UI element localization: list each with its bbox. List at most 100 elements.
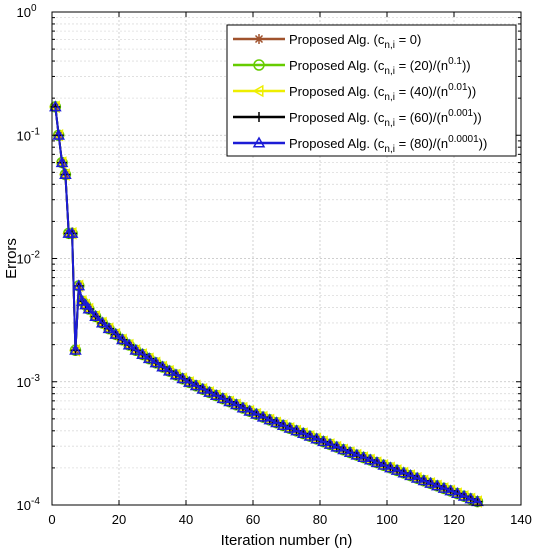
marker-triangle-up xyxy=(243,404,256,416)
marker-triangle-up xyxy=(444,484,457,496)
x-tick-label: 140 xyxy=(510,512,532,527)
marker-triangle-up xyxy=(102,322,116,334)
legend-label: Proposed Alg. (cn,i = (20)/(n0.1)) xyxy=(289,56,471,77)
marker-triangle-up xyxy=(430,479,444,491)
legend-label-part: )) xyxy=(468,84,477,99)
legend-label-part: Proposed Alg. (c xyxy=(289,58,385,73)
y-tick-exponent: -4 xyxy=(31,496,40,507)
series-lines xyxy=(48,100,484,508)
y-tick-exponent: 0 xyxy=(31,3,37,14)
marker-triangle-up xyxy=(49,100,62,112)
axis-ticks xyxy=(51,11,522,506)
marker-triangle-up xyxy=(350,448,364,460)
marker-triangle-up xyxy=(384,461,397,473)
legend-label-part: n,i xyxy=(384,144,395,155)
y-tick-label: 10 xyxy=(17,5,31,20)
marker-triangle-up xyxy=(109,327,122,339)
x-tick-label: 40 xyxy=(179,512,193,527)
y-axis-label: Errors xyxy=(3,238,20,279)
legend-entry-2: Proposed Alg. (cn,i = (20)/(n0.1)) xyxy=(233,56,471,77)
marker-triangle-up xyxy=(252,136,266,148)
marker-triangle-up xyxy=(203,385,216,397)
marker-triangle-up xyxy=(176,372,189,384)
legend-label-part: = (40)/(n xyxy=(395,84,448,99)
y-tick-label: 10 xyxy=(17,375,31,390)
y-tick-exponent: -1 xyxy=(31,126,40,137)
marker-triangle-up xyxy=(183,375,196,387)
marker-triangle-up xyxy=(142,352,156,364)
marker-triangle-up xyxy=(317,435,330,447)
legend-entry-1: Proposed Alg. (cn,i = 0) xyxy=(233,32,421,51)
marker-star xyxy=(254,34,264,44)
marker-triangle-up xyxy=(169,368,183,380)
marker-triangle-up xyxy=(397,466,411,478)
marker-triangle-up xyxy=(216,392,230,404)
marker-triangle-up xyxy=(323,437,337,449)
legend-label-part: )) xyxy=(462,58,471,73)
legend-label-part: 0.1 xyxy=(448,56,462,67)
marker-triangle-up xyxy=(451,487,464,499)
x-tick-labels: 0 20 40 60 80 100 120 140 xyxy=(48,512,531,527)
y-tick-label: 10 xyxy=(17,128,31,143)
marker-triangle-up xyxy=(236,401,250,413)
x-tick-label: 120 xyxy=(443,512,465,527)
x-tick-label: 60 xyxy=(246,512,260,527)
marker-triangle-up xyxy=(223,395,236,407)
marker-triangle-up xyxy=(52,128,65,140)
marker-triangle-up xyxy=(65,226,79,238)
marker-triangle-left xyxy=(252,84,264,98)
marker-triangle-up xyxy=(229,398,243,410)
legend-entry-4: Proposed Alg. (cn,i = (60)/(n0.001)) xyxy=(233,108,482,129)
legend-label-part: = (20)/(n xyxy=(395,58,448,73)
y-tick-exponent: -2 xyxy=(31,250,40,261)
marker-triangle-up xyxy=(390,463,404,475)
marker-triangle-up xyxy=(256,410,270,422)
y-tick-label: 10 xyxy=(17,498,31,513)
marker-plus xyxy=(254,112,264,122)
marker-triangle-up xyxy=(89,309,102,321)
legend-label-part: = (60)/(n xyxy=(395,110,448,125)
legend-label: Proposed Alg. (cn,i = (80)/(n0.0001)) xyxy=(289,134,487,155)
marker-triangle-up xyxy=(263,413,277,425)
marker-triangle-up xyxy=(250,407,263,419)
marker-triangle-up xyxy=(69,343,82,355)
x-axis-label: Iteration number (n) xyxy=(221,532,353,549)
marker-triangle-up xyxy=(337,443,350,455)
marker-triangle-up xyxy=(437,481,451,493)
marker-triangle-up xyxy=(189,379,203,391)
legend-label-part: n,i xyxy=(384,40,395,51)
legend-label-part: 0.0001 xyxy=(448,134,479,145)
x-tick-label: 20 xyxy=(112,512,126,527)
marker-triangle-up xyxy=(116,333,129,345)
marker-triangle-up xyxy=(370,456,384,468)
marker-triangle-up xyxy=(457,489,471,501)
marker-triangle-up xyxy=(209,389,223,401)
legend: Proposed Alg. (cn,i = 0)Proposed Alg. (c… xyxy=(226,24,517,157)
marker-triangle-up xyxy=(410,471,424,483)
series-line xyxy=(54,106,482,504)
y-tick-exponent: -3 xyxy=(31,373,40,384)
marker-triangle-up xyxy=(55,156,69,168)
legend-label-part: )) xyxy=(479,136,488,151)
legend-label-part: = 0) xyxy=(395,32,421,47)
legend-label: Proposed Alg. (cn,i = (40)/(n0.01)) xyxy=(289,82,476,103)
marker-triangle-up xyxy=(377,458,390,470)
marker-triangle-up xyxy=(149,356,163,368)
legend-label-part: Proposed Alg. (c xyxy=(289,136,385,151)
legend-entry-3: Proposed Alg. (cn,i = (40)/(n0.01)) xyxy=(233,82,476,103)
legend-label-part: n,i xyxy=(384,118,395,129)
marker-triangle-up xyxy=(303,429,317,441)
marker-triangle-up xyxy=(95,316,109,328)
marker-triangle-up xyxy=(310,432,323,444)
legend-label-part: Proposed Alg. (c xyxy=(289,32,385,47)
marker-triangle-up xyxy=(283,421,297,433)
x-tick-label: 0 xyxy=(48,512,55,527)
marker-triangle-up xyxy=(276,419,290,431)
legend-entry-5: Proposed Alg. (cn,i = (80)/(n0.0001)) xyxy=(233,134,487,155)
y-tick-label: 10 xyxy=(17,252,31,267)
marker-triangle-up xyxy=(424,476,437,488)
marker-triangle-up xyxy=(404,469,417,481)
marker-triangle-up xyxy=(357,451,370,463)
marker-triangle-up xyxy=(162,364,176,376)
